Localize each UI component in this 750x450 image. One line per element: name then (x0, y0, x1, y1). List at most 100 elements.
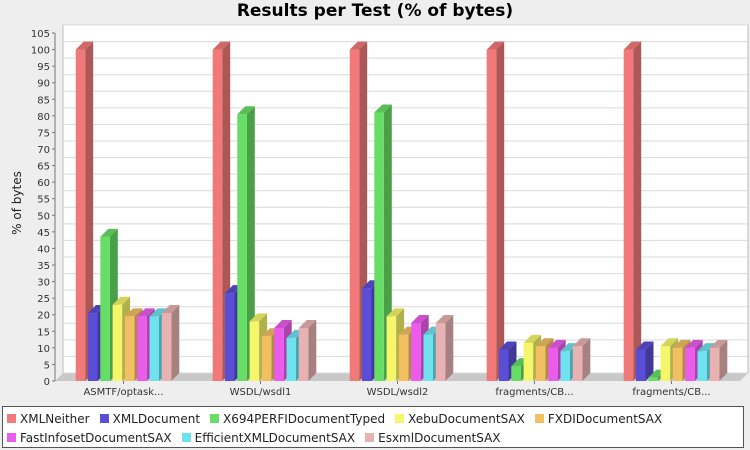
bar (237, 114, 247, 381)
y-tick-label: 50 (37, 211, 50, 222)
legend-swatch (395, 414, 405, 423)
bar (486, 49, 497, 381)
bar (298, 327, 309, 381)
bar-top (660, 338, 679, 347)
bar-side (308, 319, 317, 381)
y-tick-label: 95 (37, 62, 50, 73)
bar (511, 366, 521, 381)
bar-top (237, 106, 255, 115)
bar (386, 316, 397, 381)
bar (435, 323, 446, 381)
bar-top (386, 308, 405, 317)
bar (100, 236, 110, 381)
legend-item: XMLNeither (7, 409, 90, 428)
bar-top (161, 305, 180, 314)
bar (149, 316, 159, 381)
bar (137, 316, 147, 381)
y-tick-label: 85 (37, 95, 50, 106)
bar-top (149, 308, 167, 317)
bar (499, 349, 509, 381)
bar-top (535, 338, 554, 347)
bar (286, 337, 296, 381)
legend-item: FXDIDocumentSAX (534, 409, 663, 428)
legend-item: EsxmlDocumentSAX (365, 428, 501, 447)
x-tick-label: fragments/CB... (495, 387, 573, 398)
bar (535, 346, 546, 381)
y-tick-label: 40 (37, 244, 50, 255)
bar (572, 346, 583, 381)
bar (709, 347, 720, 381)
bar-side (633, 41, 642, 381)
bar-top (486, 41, 505, 50)
legend-label: EfficientXMLDocumentSAX (194, 430, 356, 445)
bar-top (523, 334, 542, 343)
bar-top (137, 308, 155, 317)
legend-label: FXDIDocumentSAX (547, 411, 663, 426)
bar-side (171, 305, 180, 381)
legend-swatch (210, 414, 220, 423)
chart-title: Results per Test (% of bytes) (236, 1, 514, 21)
bar-top (623, 41, 642, 50)
bar (112, 304, 123, 381)
legend-label: EsxmlDocumentSAX (378, 430, 501, 445)
y-tick-label: 10 (37, 344, 50, 355)
y-tick-label: 75 (37, 128, 50, 139)
bar-side (645, 341, 654, 381)
y-tick-label: 35 (37, 261, 50, 272)
bar (423, 334, 433, 381)
y-tick-label: 55 (37, 195, 50, 206)
bar (648, 377, 658, 381)
bar (685, 347, 695, 381)
bar-top (411, 315, 429, 323)
bar-side (445, 315, 454, 381)
y-tick-label: 100 (31, 46, 50, 57)
y-tick-label: 45 (37, 228, 50, 239)
bar-top (548, 339, 566, 348)
bar (660, 346, 671, 381)
bar (672, 347, 683, 381)
legend: XMLNeither XMLDocument X694PERFIDocumentTy… (2, 406, 744, 448)
bar-side (719, 339, 728, 381)
y-tick-label: 5 (44, 360, 50, 371)
bar (548, 347, 558, 381)
legend-swatch (99, 414, 109, 423)
y-tick-label: 105 (31, 29, 50, 40)
bar (374, 112, 384, 382)
y-tick-label: 90 (37, 79, 50, 90)
bar (411, 323, 421, 381)
y-tick-label: 15 (37, 327, 50, 338)
bar-side (85, 41, 94, 381)
bar (88, 313, 98, 381)
legend-label: XMLDocument (112, 411, 201, 426)
bar-top (112, 296, 131, 305)
legend-swatch (534, 414, 544, 423)
bar (349, 49, 360, 381)
y-tick-label: 0 (44, 377, 50, 388)
legend-item: EfficientXMLDocumentSAX (181, 428, 356, 447)
bar (560, 351, 570, 381)
bar-side (582, 338, 591, 381)
legend-item: FastInfosetDocumentSAX (7, 428, 172, 447)
y-tick-label: 60 (37, 178, 50, 189)
bar-top (560, 343, 578, 352)
bar-top (672, 339, 691, 348)
bar (274, 327, 284, 381)
bar-top (274, 319, 292, 328)
bar (124, 316, 135, 381)
legend-swatch (7, 433, 16, 442)
bar-top (435, 315, 454, 323)
bar-top (685, 339, 703, 348)
bar-top (298, 319, 317, 328)
bar (362, 288, 372, 381)
bar (75, 49, 86, 381)
bar (261, 336, 272, 381)
bar-top (75, 41, 94, 50)
bar-top (349, 41, 368, 50)
y-axis-label: % of bytes (10, 171, 24, 235)
bar-top (636, 341, 654, 350)
x-tick-label: WSDL/wsdl1 (230, 387, 292, 398)
bar-side (383, 104, 392, 382)
bar-side (246, 106, 255, 381)
bar (697, 351, 707, 381)
bar (161, 313, 172, 381)
